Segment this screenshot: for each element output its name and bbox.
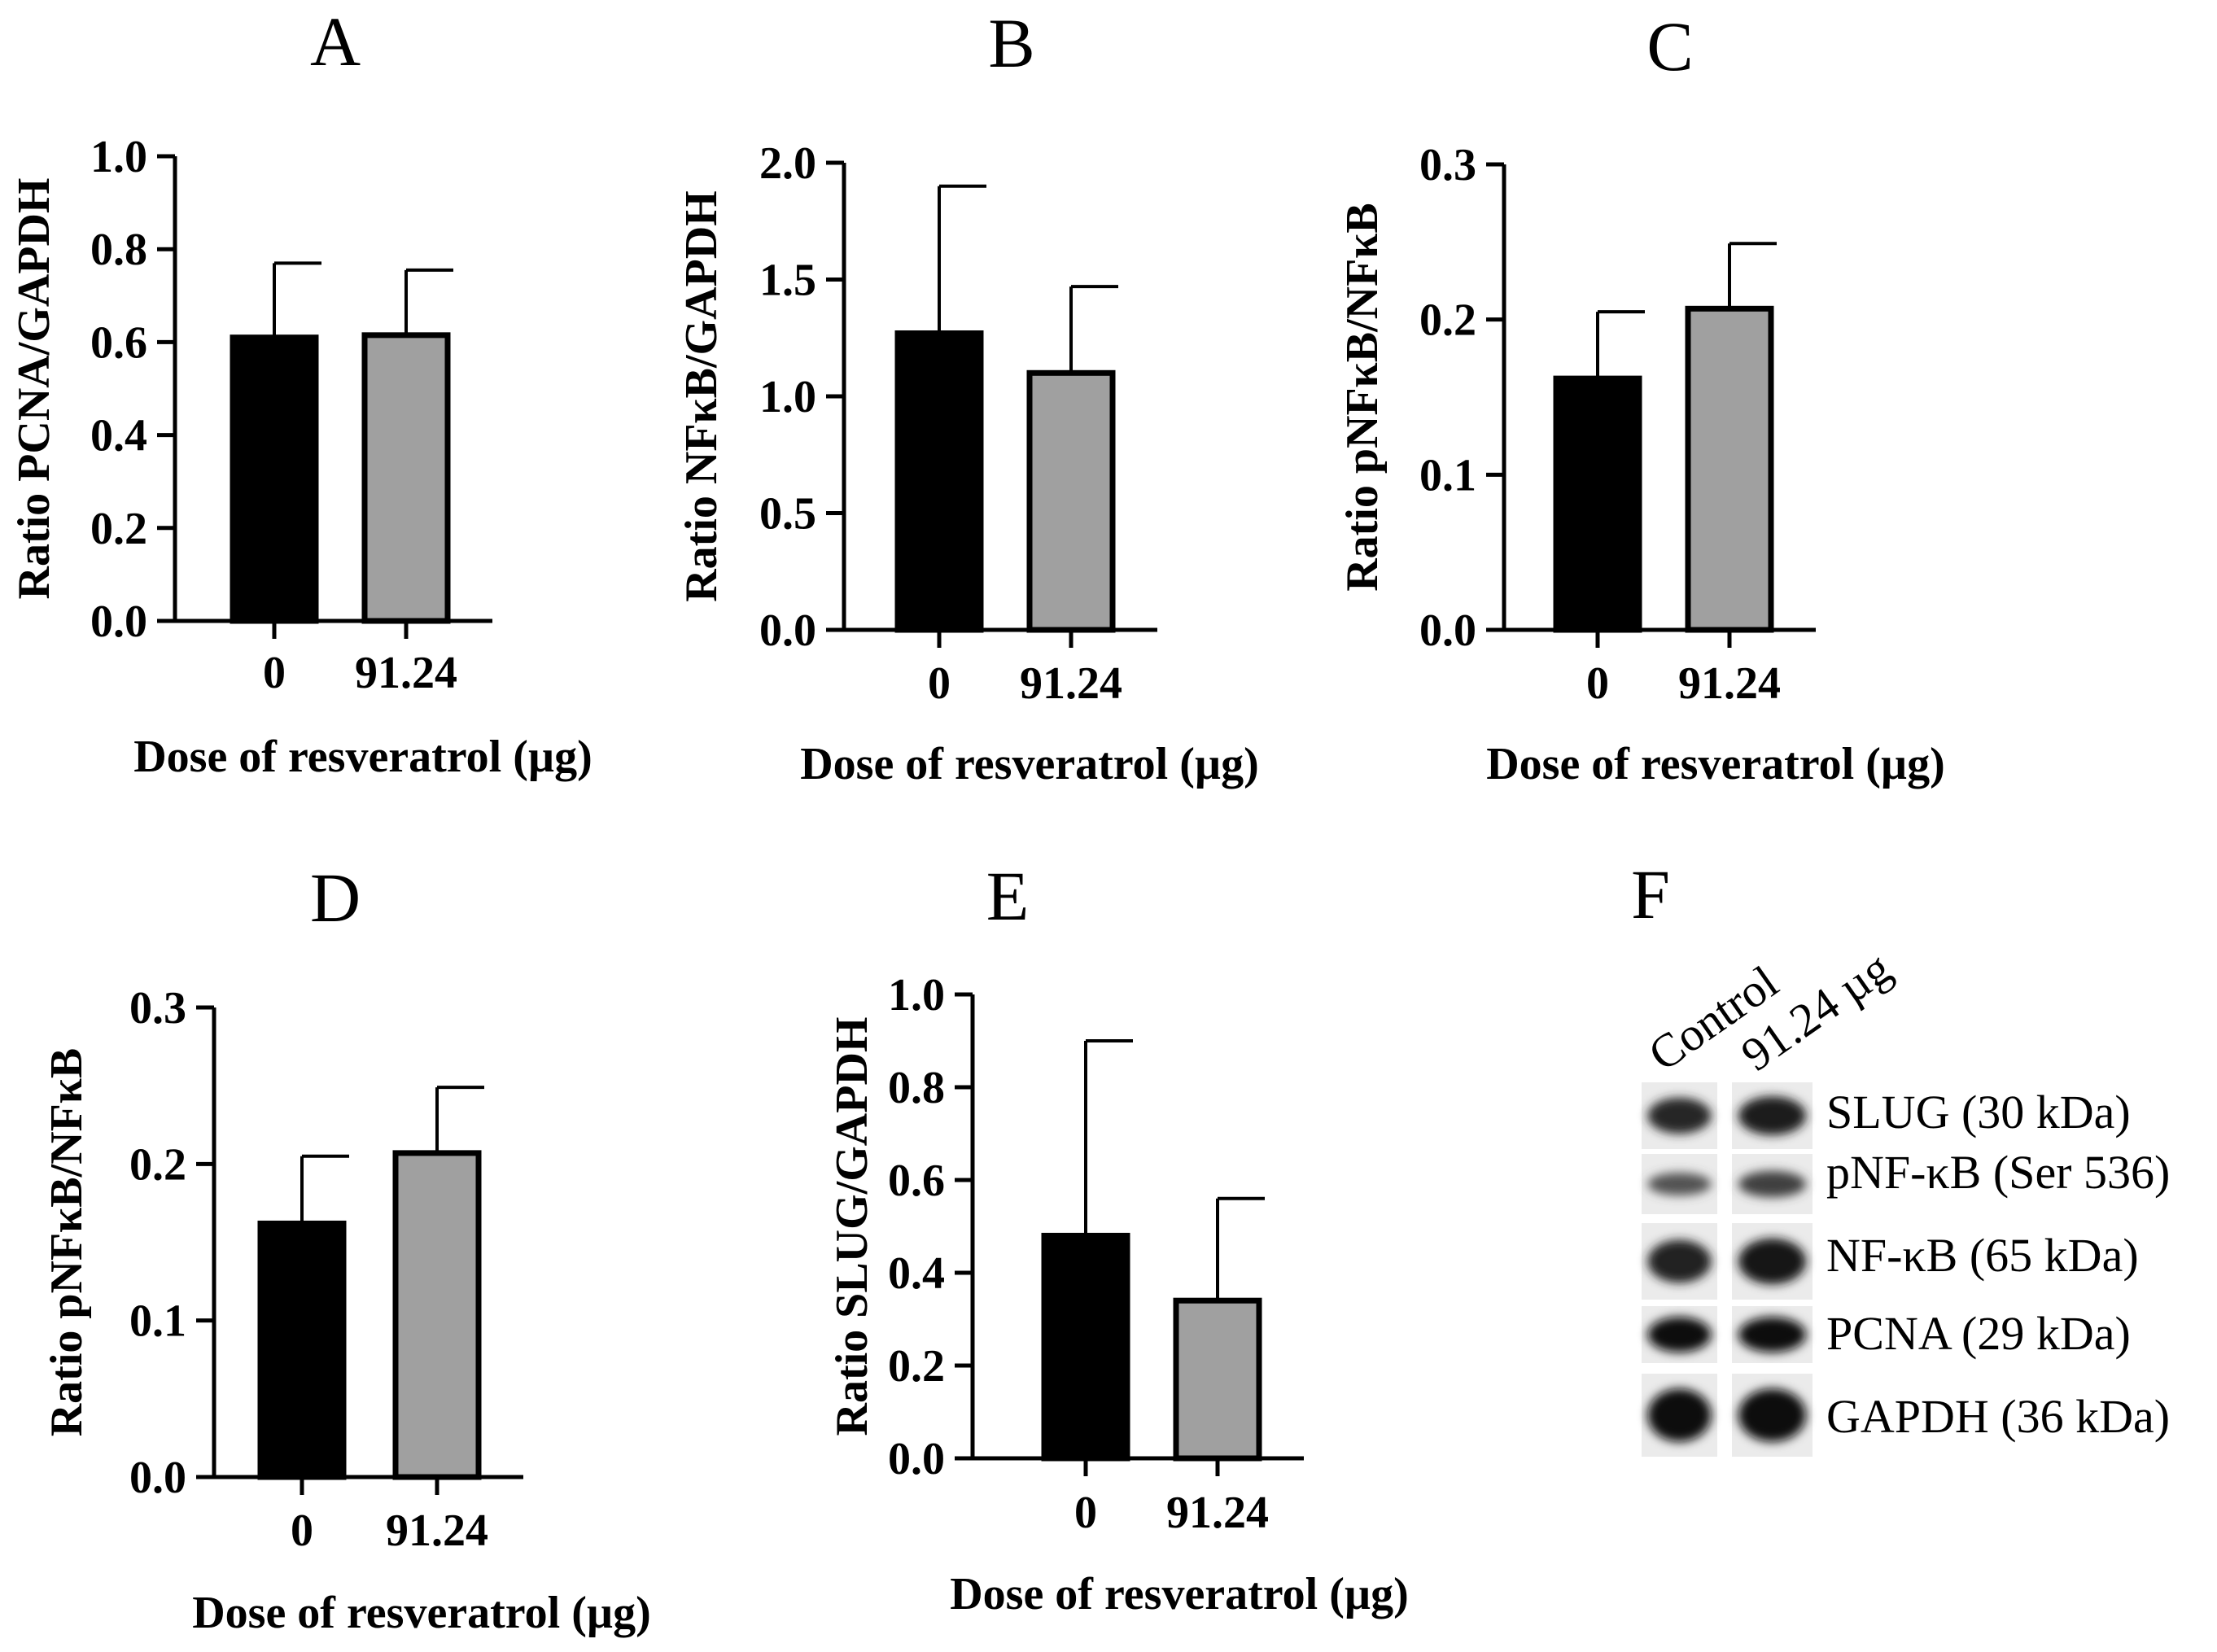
panel-c-ytick-label: 0.2	[1419, 295, 1476, 346]
panel-b-ytick-label: 0.5	[759, 489, 816, 540]
panel-d-ytick-label: 0.0	[129, 1453, 186, 1503]
panel-d-letter: D	[310, 859, 361, 937]
panel-c-y-title: Ratio pNFκB/NFκB	[1337, 203, 1388, 592]
chart-panel-c: C 0.0 0.1 0.2 0.3 0 91.24 Dose of resveratrol (…	[1337, 7, 1945, 789]
chart-panel-a: A 0.0 0.2 0.4 0.6 0.8 1.0 0 91.24 Dose of resvera…	[9, 2, 593, 782]
blot-row-label: GAPDH (36 kDa)	[1826, 1390, 2170, 1443]
panel-d-y-title: Ratio pNFκB/NFκB	[42, 1048, 92, 1437]
panel-e-ytick-label: 0.6	[888, 1156, 945, 1206]
panel-e-letter: E	[986, 857, 1030, 935]
panel-b-bar-1	[1026, 369, 1116, 633]
chart-panel-e: E 0.0 0.2 0.4 0.6 0.8 1.0 0 91.24 Dose of resvera…	[827, 857, 1409, 1619]
panel-a-ytick-label: 0.6	[90, 317, 147, 368]
panel-c-ytick-label: 0.3	[1419, 140, 1476, 190]
panel-c-bar-0	[1553, 375, 1642, 633]
panel-e-bar-1	[1173, 1297, 1262, 1462]
blot-row-label: NF-κB (65 kDa)	[1826, 1229, 2139, 1282]
panel-b-y-title: Ratio NFκB/GAPDH	[676, 190, 727, 602]
panel-b-x-title: Dose of resveratrol (µg)	[800, 739, 1259, 789]
panel-b-ytick-label: 1.5	[759, 256, 816, 306]
panel-f-letter: F	[1631, 855, 1670, 933]
blot-band	[1738, 1388, 1807, 1442]
blot-row-label: pNF-κB (Ser 536)	[1826, 1146, 2170, 1199]
panel-b-ytick-label: 0.0	[759, 605, 816, 656]
blot-band	[1647, 1239, 1712, 1283]
panel-a-letter: A	[310, 2, 361, 81]
blot-band	[1738, 1317, 1807, 1353]
panel-b-bar-0	[894, 330, 984, 633]
panel-e-category-label: 0	[1074, 1488, 1097, 1538]
blot-row-label: SLUG (30 kDa)	[1826, 1086, 2131, 1138]
blot-band	[1647, 1317, 1712, 1353]
panel-d-x-title: Dose of resveratrol (µg)	[192, 1588, 651, 1638]
panel-d-category-label: 91.24	[386, 1506, 488, 1556]
panel-a-bar-1	[361, 332, 451, 624]
panel-e-ytick-label: 0.8	[888, 1063, 945, 1113]
chart-panel-d: D 0.0 0.1 0.2 0.3 0 91.24 Dose of resveratrol (…	[42, 859, 651, 1638]
blot-row-3: PCNA (29 kDa)	[1642, 1306, 2131, 1363]
panel-a-category-label: 91.24	[355, 648, 457, 698]
blot-band	[1738, 1096, 1807, 1135]
panel-b-letter: B	[988, 4, 1034, 82]
blot-band	[1647, 1097, 1712, 1134]
panel-b-category-label: 0	[928, 658, 951, 709]
panel-c-bar-1	[1685, 305, 1774, 633]
panel-a-ytick-label: 0.2	[90, 504, 147, 554]
panel-e-ytick-label: 0.4	[888, 1248, 945, 1299]
panel-c-ytick-label: 0.1	[1419, 450, 1476, 500]
panel-a-ytick-label: 1.0	[90, 132, 147, 182]
panel-d-ytick-label: 0.3	[129, 983, 186, 1034]
panel-a-x-title: Dose of resveratrol (µg)	[133, 732, 593, 782]
panel-e-y-title: Ratio SLUG/GAPDH	[827, 1017, 877, 1436]
panel-a-ytick-label: 0.4	[90, 411, 147, 461]
blot-row-1: pNF-κB (Ser 536)	[1642, 1146, 2170, 1214]
panel-a-ytick-label: 0.8	[90, 225, 147, 275]
panel-a-ytick-label: 0.0	[90, 597, 147, 647]
panel-e-ytick-label: 1.0	[888, 970, 945, 1020]
blot-row-4: GAPDH (36 kDa)	[1642, 1374, 2170, 1457]
panel-d-ytick-label: 0.1	[129, 1296, 186, 1347]
panel-c-category-label: 0	[1586, 658, 1609, 709]
panel-d-ytick-label: 0.2	[129, 1139, 186, 1190]
panel-d-bar-0	[257, 1220, 347, 1480]
blot-row-2: NF-κB (65 kDa)	[1642, 1223, 2139, 1300]
chart-panel-b: B 0.0 0.5 1.0 1.5 2.0 0 91.24 Dose of resveratro…	[676, 4, 1259, 789]
panel-e-category-label: 91.24	[1166, 1488, 1269, 1538]
panel-a-category-label: 0	[263, 648, 286, 698]
blot-row-label: PCNA (29 kDa)	[1826, 1307, 2131, 1360]
panel-e-bar-0	[1041, 1232, 1130, 1462]
panel-b-ytick-label: 1.0	[759, 372, 816, 422]
panel-e-ytick-label: 0.0	[888, 1434, 945, 1484]
blot-band	[1647, 1388, 1712, 1442]
blot-band	[1738, 1238, 1807, 1285]
panel-c-x-title: Dose of resveratrol (µg)	[1486, 739, 1945, 789]
panel-c-letter: C	[1646, 7, 1693, 85]
panel-b-category-label: 91.24	[1020, 658, 1122, 709]
blot-row-0: SLUG (30 kDa)	[1642, 1082, 2131, 1149]
panel-a-y-title: Ratio PCNA/GAPDH	[9, 178, 59, 600]
panel-b-ytick-label: 2.0	[759, 138, 816, 189]
panel-c-ytick-label: 0.0	[1419, 605, 1476, 656]
panel-d-category-label: 0	[291, 1506, 313, 1556]
blot-band	[1647, 1172, 1712, 1196]
panel-e-x-title: Dose of resveratrol (µg)	[950, 1569, 1409, 1619]
panel-e-ytick-label: 0.2	[888, 1341, 945, 1392]
panel-d-bar-1	[392, 1150, 482, 1480]
panel-a-bar-0	[230, 334, 319, 624]
blot-band	[1738, 1170, 1807, 1198]
panel-c-category-label: 91.24	[1678, 658, 1781, 709]
